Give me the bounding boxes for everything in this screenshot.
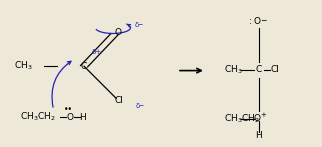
Text: H: H	[79, 113, 86, 122]
Text: O: O	[254, 17, 261, 26]
Text: :: :	[249, 17, 252, 26]
Text: Cl: Cl	[114, 96, 123, 105]
Text: CH$_3$CH$_2$: CH$_3$CH$_2$	[20, 111, 56, 123]
Text: O: O	[115, 27, 122, 36]
Text: ••: ••	[63, 105, 72, 114]
Text: CH$_3$: CH$_3$	[14, 60, 32, 72]
Text: O: O	[66, 113, 73, 122]
Text: CH$_3$CH$_2$: CH$_3$CH$_2$	[223, 112, 260, 125]
Text: δ+: δ+	[92, 49, 102, 55]
Text: δ─: δ─	[134, 22, 143, 29]
Text: Cl: Cl	[270, 65, 279, 74]
Text: O: O	[254, 114, 261, 123]
Text: C: C	[81, 62, 87, 71]
Text: ─: ─	[260, 15, 265, 24]
Text: CH$_3$: CH$_3$	[223, 64, 242, 76]
Text: C: C	[256, 65, 262, 74]
Text: H: H	[255, 131, 262, 140]
Text: δ─: δ─	[136, 103, 144, 108]
Text: +: +	[260, 112, 266, 118]
